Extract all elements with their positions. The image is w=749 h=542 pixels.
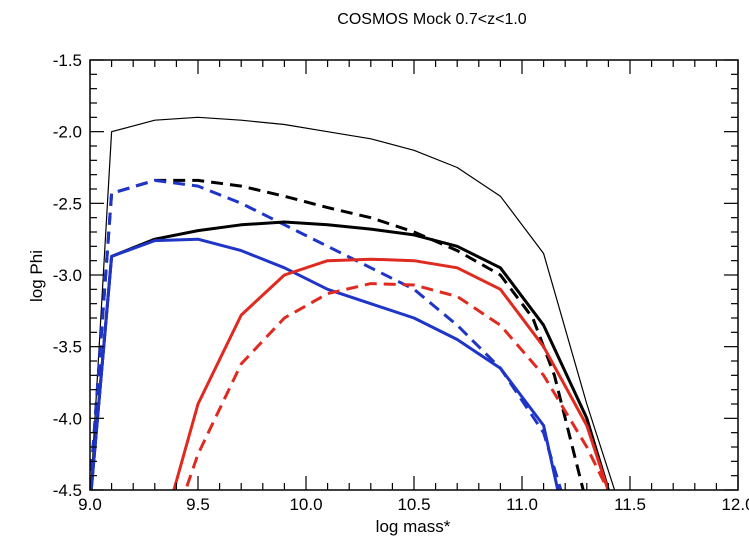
plot-frame — [89, 59, 739, 491]
y-tick-label: -4.5 — [53, 481, 82, 500]
x-tick-label: 10.0 — [289, 495, 322, 514]
tick-layer: 9.0 9.5 10.0 10.5 11.0 11.5 12.0 -1.5 -2.0 -2.5 -3… — [53, 51, 749, 514]
x-tick-label: 9.0 — [78, 495, 102, 514]
chart-title: COSMOS Mock 0.7<z<1.0 — [337, 11, 527, 28]
series-line-7 — [184, 282, 610, 490]
series-line-6 — [172, 257, 610, 490]
y-tick-label: -2.5 — [53, 194, 82, 213]
x-tick-label: 12.0 — [721, 495, 749, 514]
series-layer — [90, 116, 616, 490]
y-tick-label: -3.0 — [53, 266, 82, 285]
y-axis-label: log Phi — [27, 250, 46, 302]
x-tick-label: 11.5 — [614, 495, 646, 514]
x-tick-label: 9.5 — [186, 495, 210, 514]
x-tick-label: 11.0 — [506, 495, 538, 514]
series-line-1 — [90, 116, 616, 490]
x-tick-label: 10.5 — [397, 495, 430, 514]
y-tick-label: -2.0 — [53, 123, 82, 142]
series-line-3 — [90, 178, 563, 490]
x-axis-label: log mass* — [376, 517, 451, 536]
series-line-2 — [90, 178, 585, 490]
y-tick-label: -1.5 — [53, 51, 82, 70]
series-line-5 — [90, 237, 560, 490]
series-line-4 — [90, 220, 610, 490]
y-tick-label: -4.0 — [53, 409, 82, 428]
y-tick-label: -3.5 — [53, 338, 82, 357]
